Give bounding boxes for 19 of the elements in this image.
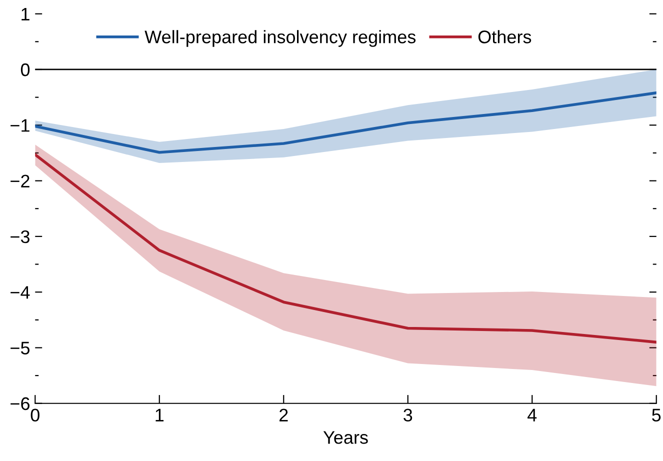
y-tick-label: 1 [22,8,30,20]
legend-label: Well-prepared insolvency regimes [144,30,416,47]
x-tick-label: 0 [30,408,40,422]
y-tick-label: −4 [10,286,30,299]
x-tick-label: 3 [404,408,412,422]
y-tick-label: −6 [10,397,30,410]
line-series [35,91,656,154]
y-tick-label: −5 [10,342,30,354]
x-tick-label: 2 [280,408,288,422]
y-tick-label: 0 [20,63,30,76]
x-tick-label: 5 [652,408,661,422]
line-series [35,153,656,344]
legend-label: Others [478,30,532,44]
x-tick-label: 4 [528,408,537,422]
y-tick-label: −1 [10,119,30,132]
y-tick-label: −2 [10,174,30,188]
y-tick-label: −3 [10,230,30,244]
x-tick-label: 1 [156,408,164,422]
x-axis-title: Years [323,431,368,444]
